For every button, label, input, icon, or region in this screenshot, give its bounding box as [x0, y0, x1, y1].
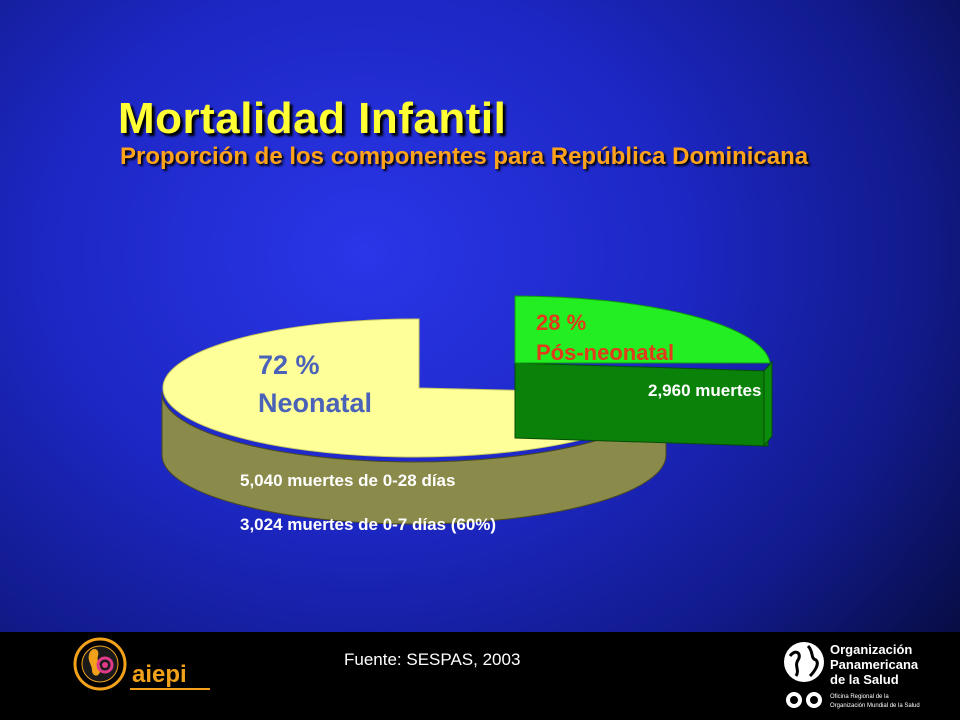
label-neonatal-percent: 72 %	[258, 350, 320, 380]
paho-small-line-2: Organización Mundial de la Salud	[830, 703, 920, 709]
label-neonatal-deaths-0-28: 5,040 muertes de 0-28 días	[240, 471, 455, 490]
source-note: Fuente: SESPAS, 2003	[344, 650, 520, 670]
pie-slice-posneonatal-edge	[764, 362, 772, 446]
small-emblems-icon	[786, 692, 822, 708]
label-posneonatal-percent: 28 %	[536, 310, 586, 335]
label-neonatal-deaths-0-7: 3,024 muertes de 0-7 días (60%)	[240, 515, 496, 534]
paho-name-line-1: Organización	[830, 642, 912, 657]
label-neonatal-name: Neonatal	[258, 388, 372, 418]
paho-logo: Organización Panamericana de la Salud Of…	[780, 638, 958, 718]
pie-slice-posneonatal-side	[515, 363, 768, 446]
pie-chart: 72 % Neonatal 28 % Pós-neonatal 2,960 mu…	[0, 0, 960, 632]
aiepi-logo: aiepi	[70, 636, 220, 694]
aiepi-logo-text: aiepi	[132, 661, 187, 688]
paho-small-line-1: Oficina Regional de la	[830, 694, 889, 700]
label-posneonatal-deaths: 2,960 muertes	[648, 381, 761, 400]
paho-name-line-2: Panamericana	[830, 657, 919, 672]
globe-icon	[784, 642, 824, 682]
paho-name-line-3: de la Salud	[830, 672, 899, 687]
label-posneonatal-name: Pós-neonatal	[536, 340, 674, 365]
